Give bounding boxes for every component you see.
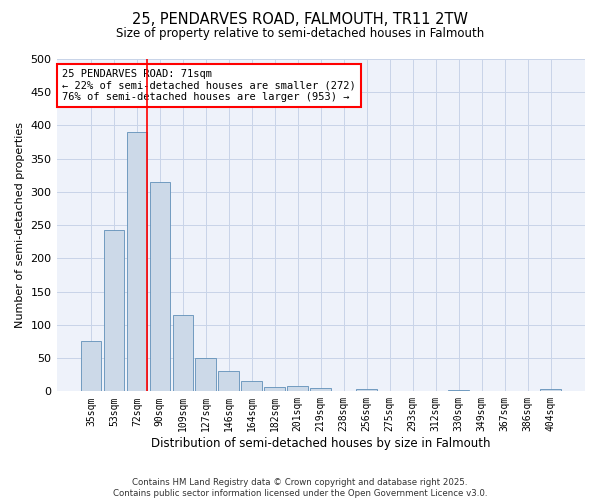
- Y-axis label: Number of semi-detached properties: Number of semi-detached properties: [15, 122, 25, 328]
- Bar: [356, 390, 377, 392]
- Bar: [218, 372, 239, 392]
- Bar: [127, 132, 147, 392]
- Bar: [80, 342, 101, 392]
- X-axis label: Distribution of semi-detached houses by size in Falmouth: Distribution of semi-detached houses by …: [151, 437, 491, 450]
- Bar: [149, 182, 170, 392]
- Bar: [540, 388, 561, 392]
- Text: 25 PENDARVES ROAD: 71sqm
← 22% of semi-detached houses are smaller (272)
76% of : 25 PENDARVES ROAD: 71sqm ← 22% of semi-d…: [62, 69, 356, 102]
- Bar: [241, 382, 262, 392]
- Bar: [310, 388, 331, 392]
- Bar: [448, 390, 469, 392]
- Text: Contains HM Land Registry data © Crown copyright and database right 2025.
Contai: Contains HM Land Registry data © Crown c…: [113, 478, 487, 498]
- Bar: [173, 315, 193, 392]
- Bar: [104, 230, 124, 392]
- Bar: [265, 388, 285, 392]
- Bar: [287, 386, 308, 392]
- Bar: [196, 358, 216, 392]
- Text: Size of property relative to semi-detached houses in Falmouth: Size of property relative to semi-detach…: [116, 28, 484, 40]
- Text: 25, PENDARVES ROAD, FALMOUTH, TR11 2TW: 25, PENDARVES ROAD, FALMOUTH, TR11 2TW: [132, 12, 468, 28]
